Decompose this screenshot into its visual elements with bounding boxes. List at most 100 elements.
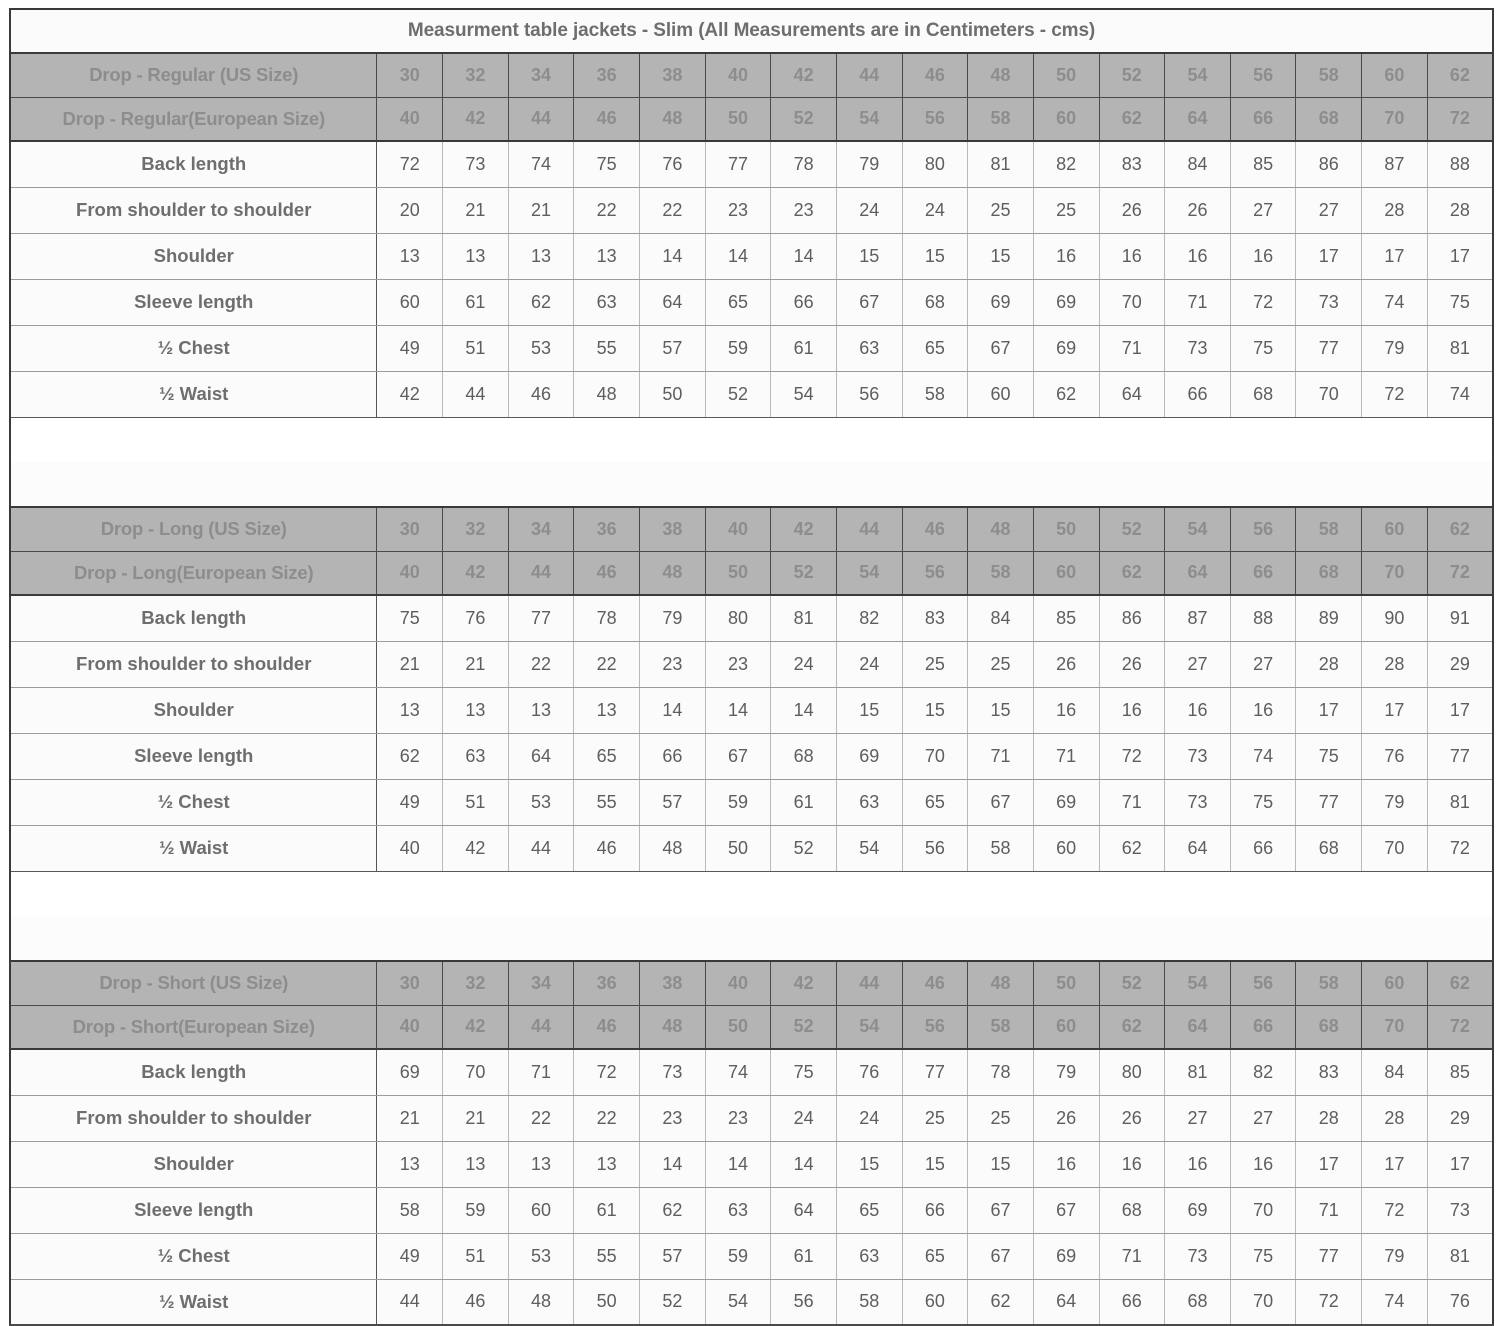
measurement-cell: 49 bbox=[376, 778, 444, 826]
header-eu-size: 56 bbox=[901, 550, 969, 596]
header-us-size: 44 bbox=[835, 52, 903, 98]
header-row-eu-short: Drop - Short(European Size) 40 42 44 46 48 50 5… bbox=[9, 1004, 1494, 1050]
measurement-cell: 71 bbox=[1032, 732, 1100, 780]
measurement-cell: 81 bbox=[1164, 1048, 1231, 1096]
measurement-cell: 21 bbox=[376, 640, 444, 688]
measurement-cell: 72 bbox=[573, 1048, 641, 1096]
table-row: ½ Waist 40 42 44 46 48 50 52 54 56 58 60 62 64 66 68 70 7… bbox=[10, 824, 1494, 872]
measurement-cell: 60 bbox=[376, 278, 444, 326]
measurement-cell: 59 bbox=[704, 1232, 772, 1280]
measurement-cell: 74 bbox=[1361, 1278, 1428, 1326]
header-eu-size: 52 bbox=[770, 96, 837, 142]
header-eu-size: 60 bbox=[1032, 550, 1100, 596]
measurement-cell: 87 bbox=[1164, 594, 1231, 642]
measurement-cell: 64 bbox=[639, 278, 706, 326]
header-row-eu-regular: Drop - Regular(European Size) 40 42 44 46 48 5… bbox=[9, 96, 1494, 142]
header-eu-size: 62 bbox=[1098, 96, 1166, 142]
measurement-cell: 50 bbox=[639, 370, 706, 418]
table-row: ½ Waist 42 44 46 48 50 52 54 56 58 60 62 64 66 68 70 72 7… bbox=[10, 370, 1494, 418]
header-eu-size: 40 bbox=[376, 550, 444, 596]
measurement-cell: 15 bbox=[835, 232, 903, 280]
measurement-table: Measurment table jackets - Slim (All Mea… bbox=[9, 8, 1494, 1326]
row-label: From shoulder to shoulder bbox=[10, 640, 378, 688]
measurement-cell: 22 bbox=[639, 186, 706, 234]
header-us-size: 56 bbox=[1229, 52, 1297, 98]
row-label: Shoulder bbox=[10, 1140, 378, 1188]
table-row: Sleeve length 60 61 62 63 64 65 66 67 68 69 69 70 71 7… bbox=[10, 278, 1494, 326]
measurement-cell: 69 bbox=[1032, 278, 1100, 326]
header-us-size: 34 bbox=[507, 52, 575, 98]
measurement-cell: 61 bbox=[770, 324, 837, 372]
measurement-cell: 68 bbox=[901, 278, 969, 326]
header-eu-size: 70 bbox=[1361, 1004, 1428, 1050]
section-spacer-blank-row bbox=[10, 417, 1493, 462]
measurement-cell: 63 bbox=[704, 1186, 772, 1234]
measurement-cell: 29 bbox=[1426, 640, 1494, 688]
measurement-cell: 79 bbox=[1361, 1232, 1428, 1280]
measurement-cell: 22 bbox=[507, 640, 575, 688]
header-us-size: 58 bbox=[1295, 506, 1363, 552]
measurement-cell: 76 bbox=[835, 1048, 903, 1096]
header-eu-size: 50 bbox=[704, 1004, 772, 1050]
measurement-cell: 26 bbox=[1164, 186, 1231, 234]
page-title: Measurment table jackets - Slim (All Mea… bbox=[10, 8, 1493, 54]
row-label: ½ Waist bbox=[10, 824, 378, 872]
header-eu-size: 60 bbox=[1032, 1004, 1100, 1050]
measurement-cell: 70 bbox=[1098, 278, 1166, 326]
header-us-size: 40 bbox=[704, 52, 772, 98]
measurement-cell: 54 bbox=[770, 370, 837, 418]
measurement-cell: 69 bbox=[376, 1048, 444, 1096]
header-us-size: 56 bbox=[1229, 960, 1297, 1006]
measurement-cell: 27 bbox=[1164, 1094, 1231, 1142]
header-eu-size: 42 bbox=[442, 550, 509, 596]
header-eu-size: 68 bbox=[1295, 1004, 1363, 1050]
header-us-size: 60 bbox=[1361, 960, 1428, 1006]
measurement-cell: 79 bbox=[1032, 1048, 1100, 1096]
measurement-cell: 81 bbox=[770, 594, 837, 642]
measurement-cell: 62 bbox=[967, 1278, 1034, 1326]
header-us-size: 30 bbox=[376, 960, 444, 1006]
header-eu-size: 50 bbox=[704, 550, 772, 596]
measurement-cell: 84 bbox=[1361, 1048, 1428, 1096]
row-label: ½ Chest bbox=[10, 778, 378, 826]
header-eu-size: 66 bbox=[1229, 1004, 1297, 1050]
measurement-cell: 17 bbox=[1361, 1140, 1428, 1188]
table-row: Shoulder 13 13 13 13 14 14 14 15 15 15 16 16 16 16 17 17… bbox=[10, 1140, 1494, 1188]
measurement-cell: 79 bbox=[1361, 324, 1428, 372]
measurement-cell: 76 bbox=[442, 594, 509, 642]
measurement-cell: 74 bbox=[1426, 370, 1494, 418]
measurement-cell: 62 bbox=[376, 732, 444, 780]
measurement-cell: 49 bbox=[376, 1232, 444, 1280]
measurement-cell: 16 bbox=[1229, 232, 1297, 280]
measurement-cell: 69 bbox=[1032, 324, 1100, 372]
measurement-cell: 70 bbox=[1295, 370, 1363, 418]
spacer-cell bbox=[10, 417, 1493, 462]
measurement-cell: 69 bbox=[1032, 778, 1100, 826]
measurement-cell: 51 bbox=[442, 778, 509, 826]
measurement-cell: 26 bbox=[1032, 1094, 1100, 1142]
measurement-cell: 75 bbox=[1295, 732, 1363, 780]
measurement-cell: 24 bbox=[770, 1094, 837, 1142]
table-row: ½ Chest 49 51 53 55 57 59 61 63 65 67 69 71 73 75 77 79 8… bbox=[10, 324, 1494, 372]
measurement-cell: 65 bbox=[835, 1186, 903, 1234]
measurement-cell: 23 bbox=[704, 640, 772, 688]
header-eu-size: 54 bbox=[835, 1004, 903, 1050]
measurement-cell: 68 bbox=[1229, 370, 1297, 418]
table-row: Back length 69 70 71 72 73 74 75 76 77 78 79 80 81 82 8… bbox=[10, 1048, 1494, 1096]
measurement-cell: 60 bbox=[1032, 824, 1100, 872]
measurement-cell: 16 bbox=[1098, 232, 1166, 280]
measurement-cell: 27 bbox=[1164, 640, 1231, 688]
measurement-cell: 79 bbox=[835, 140, 903, 188]
header-us-size: 42 bbox=[770, 506, 837, 552]
measurement-cell: 16 bbox=[1032, 686, 1100, 734]
measurement-cell: 26 bbox=[1098, 186, 1166, 234]
header-us-size: 48 bbox=[967, 52, 1034, 98]
measurement-cell: 44 bbox=[376, 1278, 444, 1326]
header-eu-size: 42 bbox=[442, 96, 509, 142]
header-us-size: 30 bbox=[376, 506, 444, 552]
measurement-cell: 25 bbox=[967, 1094, 1034, 1142]
measurement-cell: 15 bbox=[967, 232, 1034, 280]
measurement-cell: 66 bbox=[901, 1186, 969, 1234]
measurement-cell: 83 bbox=[1098, 140, 1166, 188]
table-row: From shoulder to shoulder 20 21 21 22 22 23 23 2… bbox=[10, 186, 1494, 234]
